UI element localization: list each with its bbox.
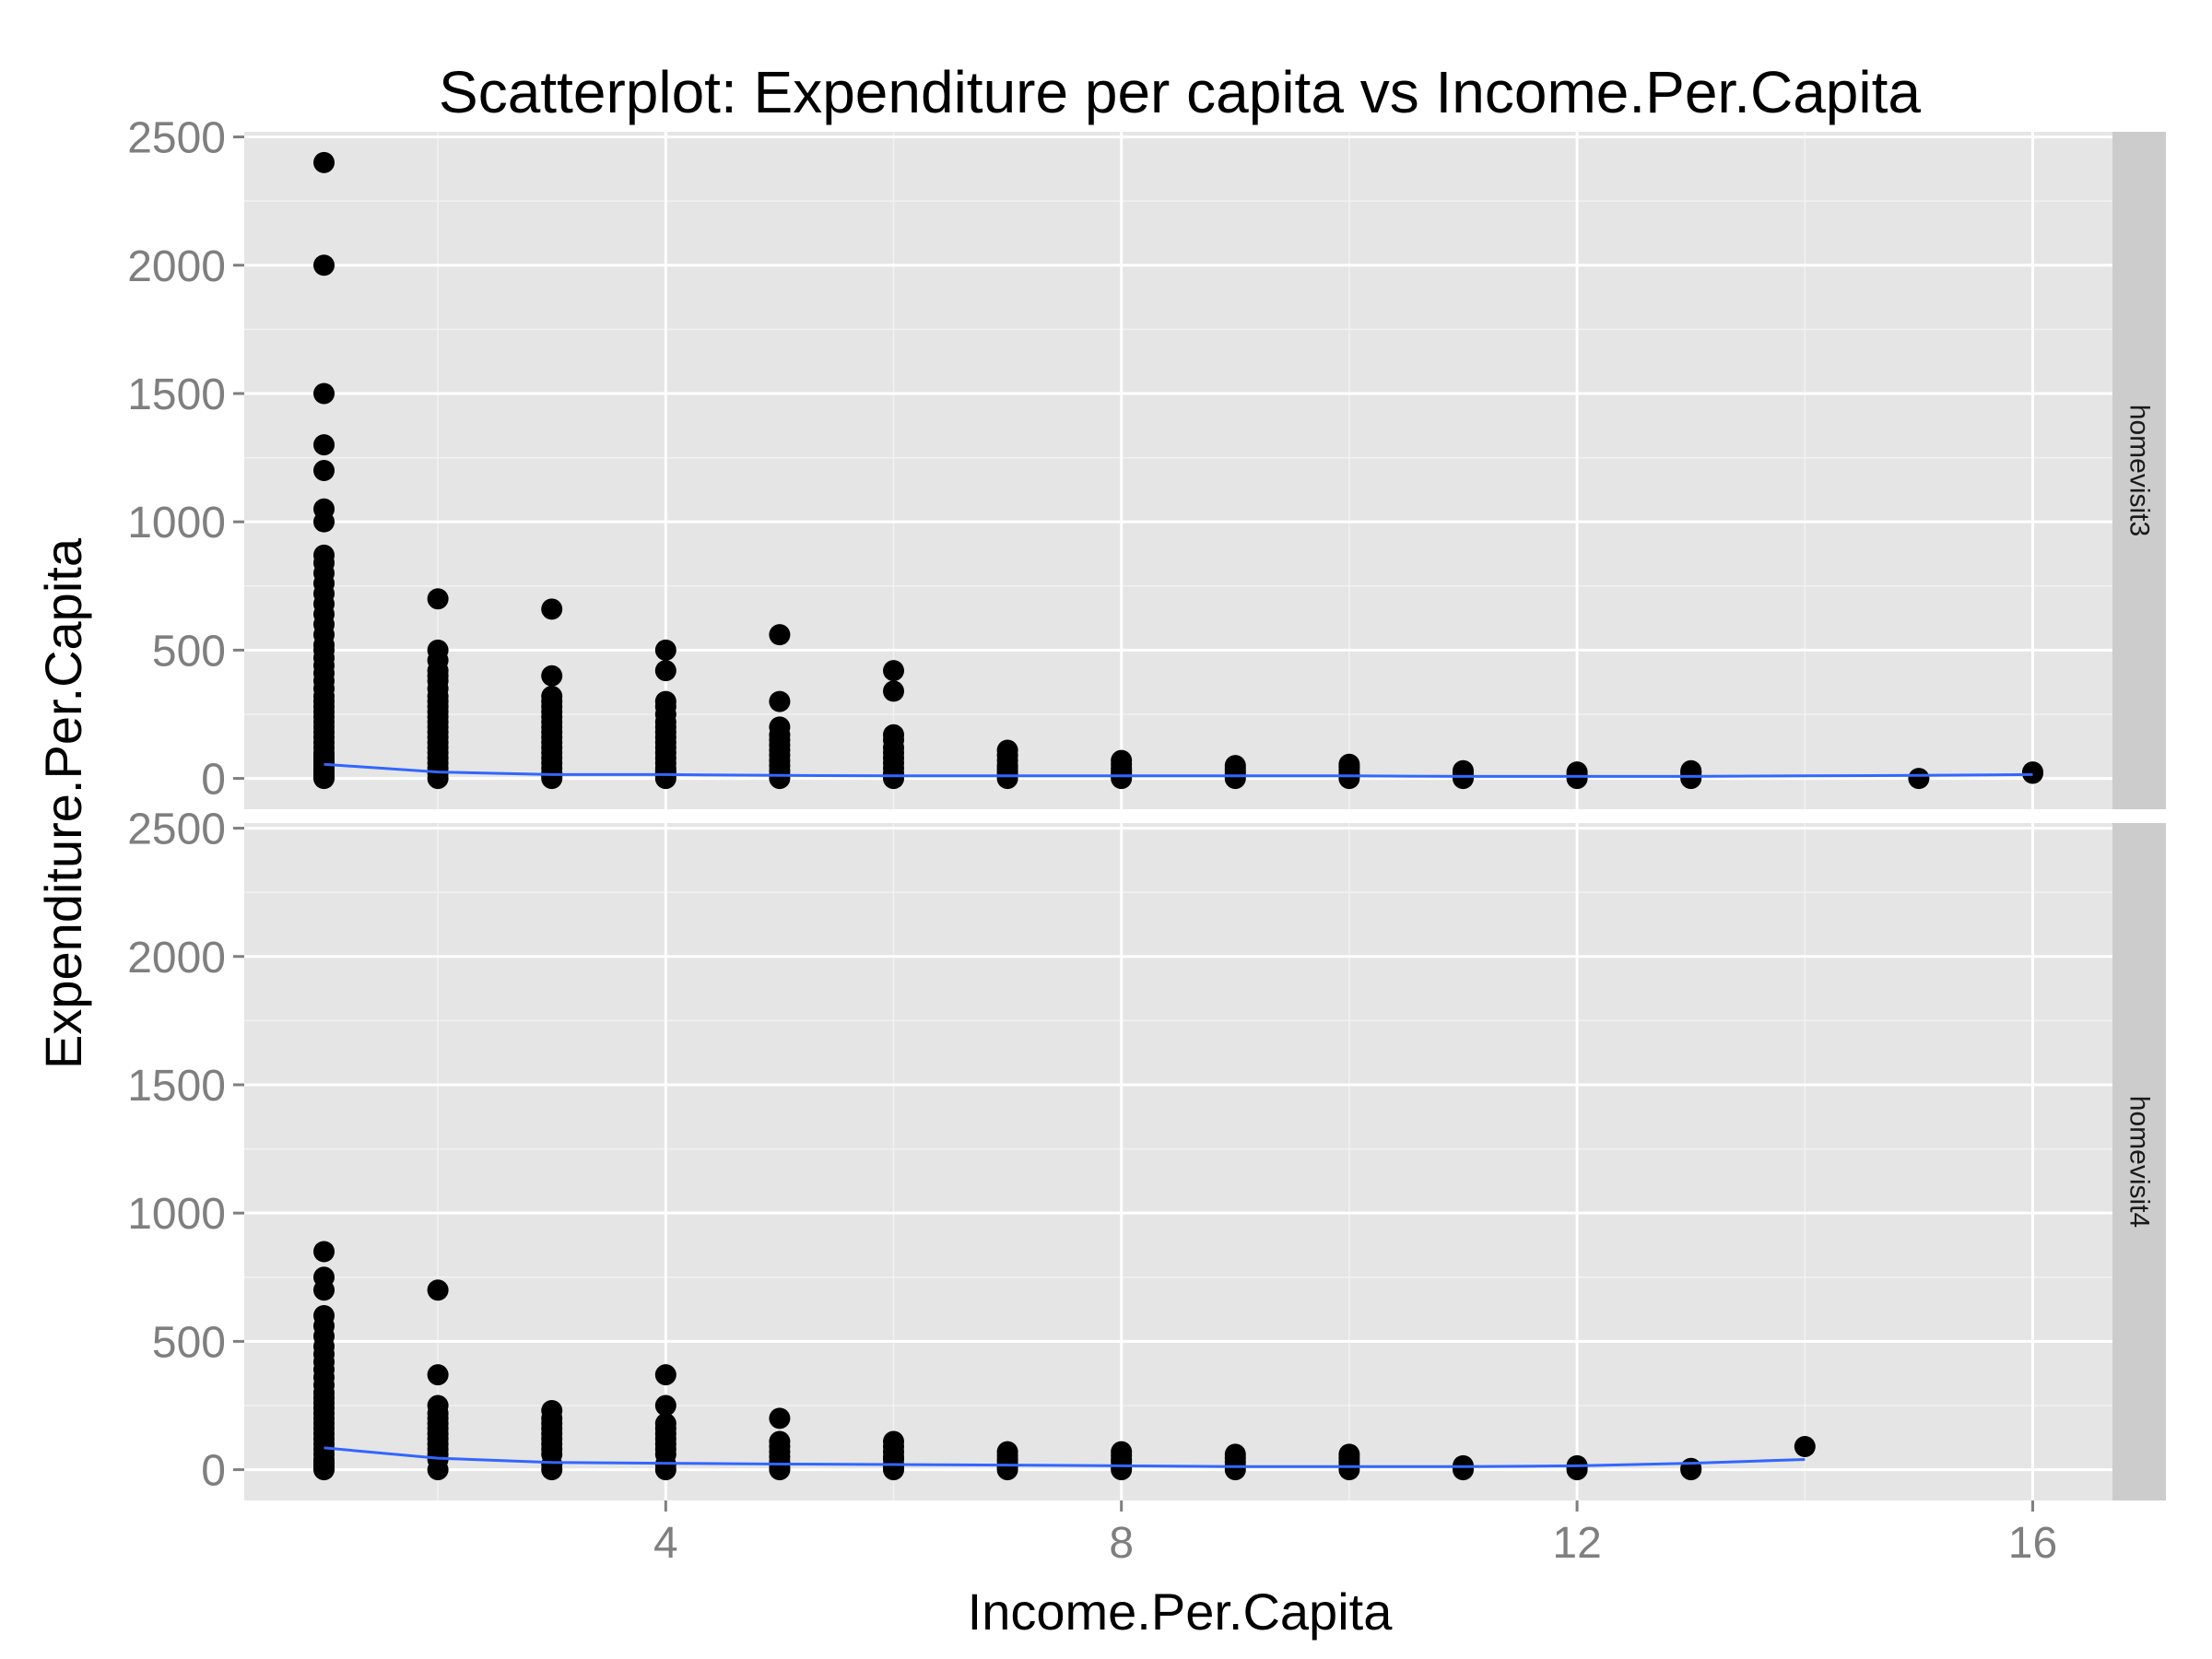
data-point (769, 690, 791, 712)
facet-strip (2112, 823, 2166, 1500)
y-tick-label: 1000 (127, 1190, 226, 1239)
x-tick-label: 16 (2008, 1519, 2057, 1568)
facet-strip (2112, 132, 2166, 809)
y-tick-label: 1500 (127, 1062, 226, 1111)
x-tick-label: 12 (1552, 1519, 1601, 1568)
data-point (654, 768, 677, 790)
data-point (769, 768, 791, 790)
x-tick-label: 4 (653, 1519, 678, 1568)
y-tick-label: 2500 (127, 114, 226, 163)
data-point (1566, 768, 1588, 790)
data-point (996, 1459, 1018, 1481)
y-tick-label: 1000 (127, 499, 226, 547)
data-point (1680, 768, 1702, 790)
data-point (427, 1459, 449, 1481)
data-point (1338, 1459, 1360, 1481)
data-point (996, 768, 1018, 790)
y-tick-label: 500 (152, 1318, 226, 1367)
data-point (313, 1279, 335, 1301)
data-point (1566, 1459, 1588, 1481)
panel-background (244, 823, 2112, 1500)
facet-panels: 0 500 1000 1500 2000 2500 homevisit3 0 500 1000 15… (127, 114, 2166, 1500)
data-point (313, 768, 335, 790)
data-point (654, 639, 677, 661)
x-axis-title: Income.Per.Capita (968, 1583, 1394, 1641)
data-point (313, 511, 335, 533)
data-point (541, 665, 563, 687)
data-point (313, 151, 335, 173)
data-point (883, 680, 905, 702)
data-point (1111, 768, 1133, 790)
data-point (883, 660, 905, 682)
data-point (541, 598, 563, 620)
data-point (654, 1364, 677, 1386)
chart-title: Scatterplot: Expenditure per capita vs I… (439, 59, 1921, 125)
data-point (427, 588, 449, 610)
data-point (313, 1459, 335, 1481)
y-tick-label: 500 (152, 627, 226, 676)
y-tick-label: 2000 (127, 242, 226, 291)
facet-panel-homevisit4: 0 500 1000 1500 2000 2500 homevisit4 (127, 806, 2166, 1500)
data-point (654, 1394, 677, 1417)
facet-strip-label: homevisit3 (2124, 405, 2155, 536)
smooth-line (324, 1446, 1806, 1468)
smooth-line (324, 762, 2033, 778)
data-point (313, 254, 335, 276)
data-point (1224, 1459, 1246, 1481)
x-tick-label: 8 (1109, 1519, 1134, 1568)
data-point (883, 768, 905, 790)
y-tick-label: 0 (201, 756, 226, 805)
data-point (313, 1241, 335, 1263)
y-tick-label: 2500 (127, 806, 226, 854)
y-tick-label: 2000 (127, 934, 226, 982)
y-tick-label: 0 (201, 1447, 226, 1496)
data-point (769, 1407, 791, 1430)
data-point (1224, 768, 1246, 790)
data-point (769, 1459, 791, 1481)
data-point (1794, 1436, 1816, 1458)
data-point (313, 382, 335, 405)
data-point (1452, 768, 1474, 790)
data-point (1908, 768, 1930, 790)
facet-panel-homevisit3: 0 500 1000 1500 2000 2500 homevisit3 (127, 114, 2166, 809)
data-point (1111, 1459, 1133, 1481)
data-point (654, 660, 677, 682)
data-point (1338, 768, 1360, 790)
y-axis-title: Expenditure.Per.Capita (34, 537, 92, 1069)
data-point (313, 434, 335, 456)
y-tick-label: 1500 (127, 371, 226, 419)
data-point (883, 1459, 905, 1481)
data-point (541, 1459, 563, 1481)
data-point (427, 1279, 449, 1301)
data-point (427, 1364, 449, 1386)
data-point (1452, 1459, 1474, 1481)
data-point (313, 460, 335, 481)
data-point (769, 624, 791, 646)
panel-background (244, 132, 2112, 809)
x-axis: 4 8 12 16 (653, 1500, 2057, 1568)
facet-strip-label: homevisit4 (2124, 1096, 2155, 1228)
data-point (541, 768, 563, 790)
